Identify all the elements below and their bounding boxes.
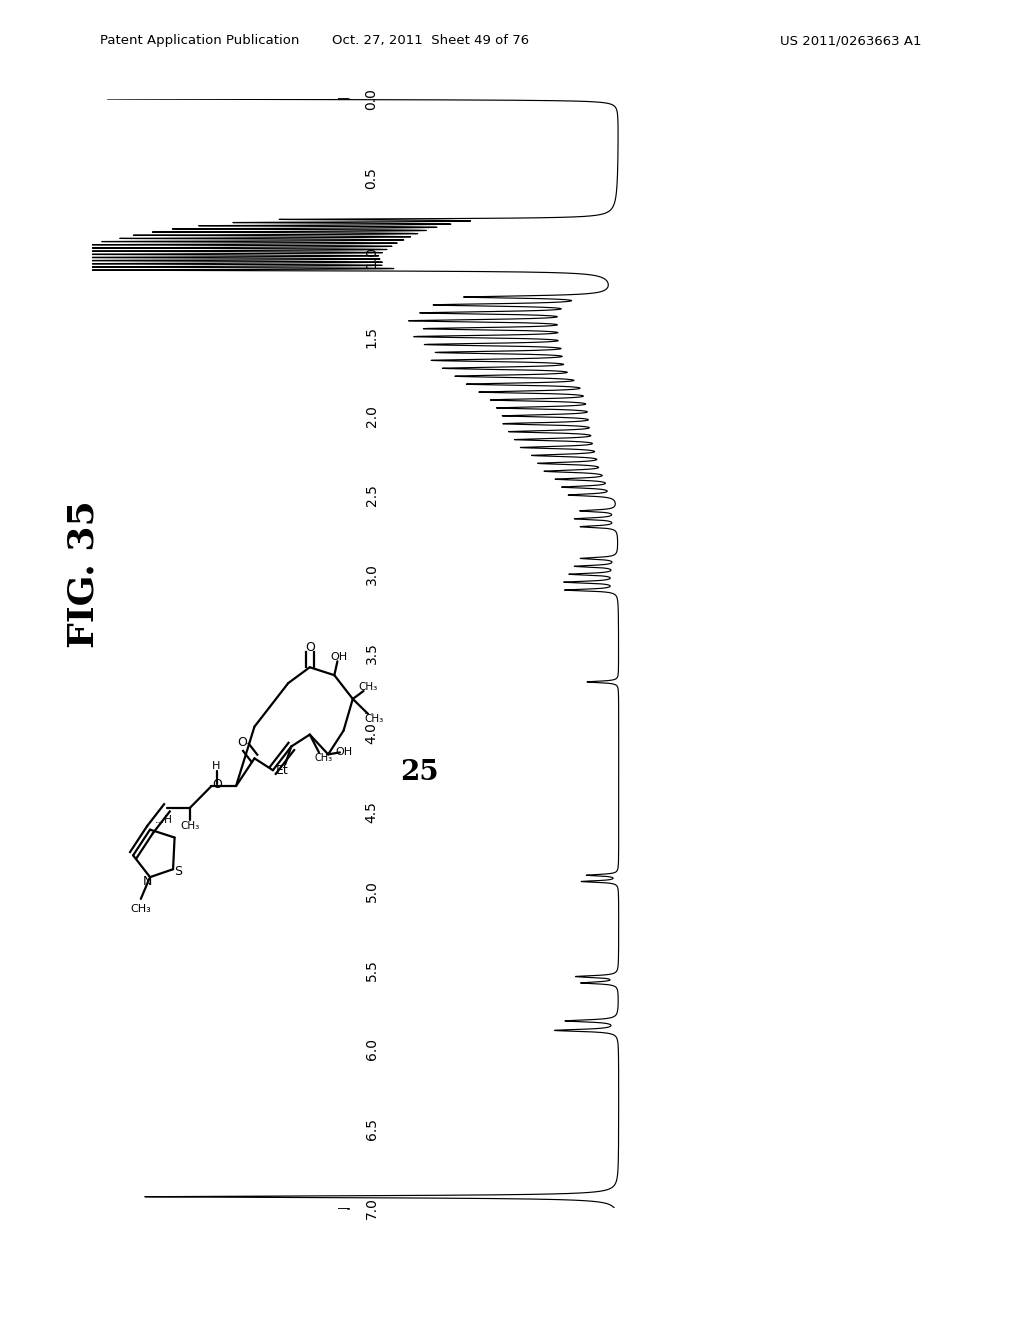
- Text: ...H: ...H: [155, 814, 173, 825]
- Text: S: S: [174, 865, 181, 878]
- Text: Oct. 27, 2011  Sheet 49 of 76: Oct. 27, 2011 Sheet 49 of 76: [332, 34, 528, 48]
- Text: CH₃: CH₃: [358, 682, 378, 692]
- Text: H: H: [212, 762, 220, 771]
- Text: 5.5: 5.5: [365, 960, 379, 981]
- Text: Patent Application Publication: Patent Application Publication: [100, 34, 300, 48]
- Text: ...: ...: [365, 706, 375, 715]
- Text: 5.0: 5.0: [365, 880, 379, 902]
- Text: O: O: [212, 779, 222, 792]
- Text: CH₃: CH₃: [365, 714, 384, 723]
- Text: 1.0: 1.0: [365, 247, 379, 268]
- Text: Et: Et: [275, 764, 289, 776]
- Text: US 2011/0263663 A1: US 2011/0263663 A1: [780, 34, 922, 48]
- Text: 4.5: 4.5: [365, 801, 379, 822]
- Text: FIG. 35: FIG. 35: [67, 500, 101, 648]
- Text: CH₃: CH₃: [130, 904, 152, 913]
- Text: O: O: [305, 642, 314, 653]
- Text: 6.0: 6.0: [365, 1039, 379, 1060]
- Text: 25: 25: [400, 759, 439, 785]
- Text: 1.5: 1.5: [365, 326, 379, 347]
- Text: 2.0: 2.0: [365, 405, 379, 426]
- Text: CH₃: CH₃: [314, 754, 333, 763]
- Text: 2.5: 2.5: [365, 484, 379, 506]
- Text: 3.0: 3.0: [365, 564, 379, 585]
- Text: O: O: [238, 737, 247, 748]
- Text: OH: OH: [335, 747, 352, 758]
- Text: 7.0: 7.0: [365, 1197, 379, 1218]
- Text: 0.0: 0.0: [365, 88, 379, 110]
- Text: CH₃: CH₃: [180, 821, 200, 830]
- Text: 4.0: 4.0: [365, 722, 379, 743]
- Text: OH: OH: [331, 652, 347, 663]
- Text: 3.5: 3.5: [365, 643, 379, 664]
- Text: 6.5: 6.5: [365, 1118, 379, 1139]
- Text: 0.5: 0.5: [365, 168, 379, 189]
- Text: N: N: [142, 875, 152, 887]
